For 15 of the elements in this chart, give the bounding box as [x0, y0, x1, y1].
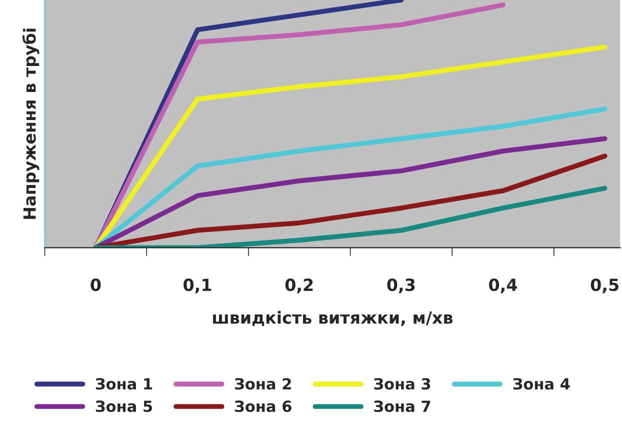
- x-tick-label: 0,5: [590, 278, 618, 294]
- y-axis-title: Напруження в трубі: [22, 28, 40, 219]
- legend-label: Зона 2: [235, 378, 291, 390]
- x-tick-label: 0,1: [184, 278, 212, 294]
- x-tick-label: 0: [90, 278, 101, 292]
- legend-label: Зона 7: [374, 400, 430, 412]
- x-axis-title: швидкість витяжки, м/хв: [213, 311, 453, 326]
- legend-label: Зона 6: [235, 400, 292, 412]
- x-tick-label: 0,4: [489, 278, 518, 294]
- legend-label: Зона 1: [96, 378, 152, 390]
- x-tick-label: 0,2: [285, 278, 313, 294]
- legend-label: Зона 4: [513, 378, 570, 390]
- legend-label: Зона 5: [96, 400, 152, 412]
- legend-label: Зона 3: [374, 378, 430, 390]
- x-tick-label: 0,3: [387, 278, 415, 294]
